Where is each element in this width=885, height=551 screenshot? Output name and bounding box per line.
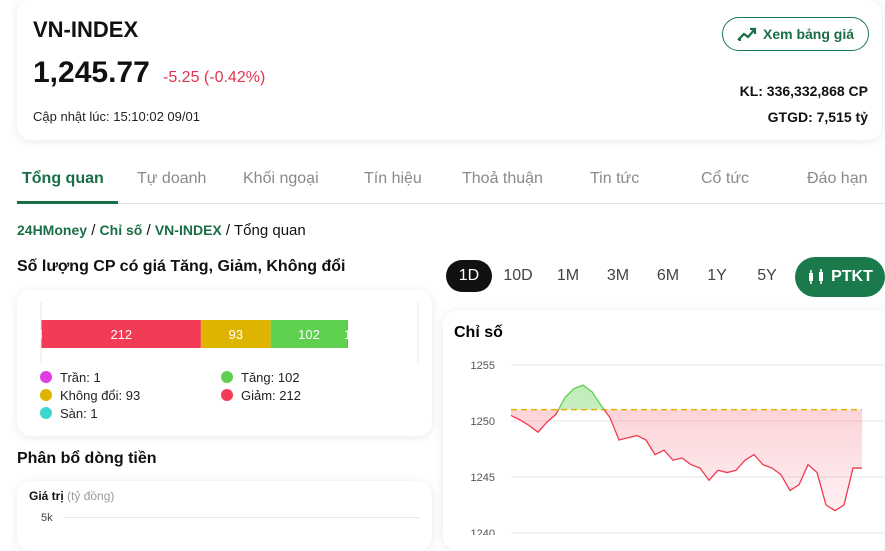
breadcrumb-separator: /: [146, 222, 151, 239]
bar-segment: [200, 320, 271, 348]
bar-segment: [347, 320, 348, 348]
legend-dot: [221, 389, 233, 401]
legend-dot: [40, 371, 52, 383]
price-card: Chỉ số 1240 1245 1250 1255: [443, 310, 885, 550]
chart-icon: [737, 27, 757, 41]
y-tick-label: 1245: [471, 472, 495, 484]
candle-icon: [809, 269, 824, 284]
breadth-chart: 1 Sàn: 1 212 Giảm: 212 93 Không đổi: 93 102 Tăn…: [38, 302, 419, 421]
index-price: 1,245.77: [33, 56, 150, 89]
axis-label: Giá trị: [29, 489, 64, 503]
y-tick-label: 1255: [471, 360, 495, 372]
section-title: Số lượng CP có giá Tăng, Giảm, Không đổi: [17, 258, 346, 275]
legend-label: Không đổi: 93: [60, 388, 140, 403]
breadcrumb: 24HMoney / Chỉ số / VN-INDEX / Tổng quan: [17, 222, 306, 239]
range-button[interactable]: 10D: [503, 267, 533, 284]
price-board-button[interactable]: Xem bảng giá: [722, 17, 869, 51]
section-title: Phân bổ dòng tiền: [17, 450, 157, 467]
breadcrumb-separator: /: [91, 222, 96, 239]
grid-line: [63, 517, 420, 518]
breadcrumb-separator: /: [225, 222, 231, 239]
tab[interactable]: Cổ tức: [701, 170, 750, 187]
volume: KL: 336,332,868 CP: [739, 83, 868, 99]
legend-label: Sàn: 1: [60, 406, 98, 421]
price-line: [510, 384, 862, 512]
page: VN-INDEX 1,245.77 -5.25 (-0.42%) Cập nhậ…: [17, 17, 885, 540]
axis-title: Giá trị (tỷ đồng): [29, 489, 114, 503]
tab[interactable]: Khối ngoại: [243, 170, 319, 187]
data-label: 212: [110, 327, 132, 342]
tab[interactable]: Thoả thuận: [462, 170, 543, 187]
data-label: 1: [344, 327, 351, 342]
legend-dot: [40, 407, 52, 419]
area-fill: [511, 385, 862, 511]
axis-unit: (tỷ đồng): [67, 489, 115, 503]
price-chart: Chỉ số 1240 1245 1250 1255: [454, 324, 885, 540]
tab-underline: [17, 201, 118, 204]
tab[interactable]: Tự doanh: [137, 170, 207, 187]
bar-segment: [270, 320, 348, 348]
legend-label: Tăng: 102: [241, 370, 300, 385]
tab[interactable]: Tổng quan: [22, 170, 104, 187]
tab-divider: [17, 203, 885, 204]
breadcrumb-item: Tổng quan: [234, 222, 306, 239]
technical-analysis-button[interactable]: PTKT: [795, 257, 885, 297]
breadth-card: 1 Sàn: 1 212 Giảm: 212 93 Không đổi: 93 102 Tăn…: [17, 290, 432, 436]
tab[interactable]: Tín hiệu: [364, 170, 422, 187]
money-flow-card: Giá trị (tỷ đồng) 5k: [17, 481, 432, 551]
legend-dot: [40, 389, 52, 401]
trade-value: GTGD: 7,515 tỷ: [767, 109, 868, 125]
range-button[interactable]: 3M: [606, 267, 630, 284]
data-label: 102: [298, 327, 320, 342]
tab[interactable]: Đáo hạn: [807, 170, 868, 187]
range-button[interactable]: 5Y: [757, 267, 777, 284]
tab[interactable]: Tin tức: [590, 170, 640, 187]
range-button[interactable]: 6M: [656, 267, 680, 284]
range-button[interactable]: 1M: [556, 267, 580, 284]
y-tick-label: 1240: [471, 528, 495, 535]
updated-time: Cập nhật lúc: 15:10:02 09/01: [33, 109, 200, 124]
index-change: -5.25 (-0.42%): [163, 69, 266, 86]
data-label: 1: [38, 327, 45, 342]
y-tick-label: 5k: [41, 512, 53, 524]
breadcrumb-item[interactable]: 24HMoney: [17, 222, 88, 238]
data-label: 93: [229, 327, 243, 342]
breadcrumb-item[interactable]: Chỉ số: [99, 222, 143, 238]
bar-segment: [41, 320, 201, 348]
index-title: VN-INDEX: [33, 17, 139, 42]
button-label: Xem bảng giá: [762, 26, 855, 42]
legend-label: Giảm: 212: [241, 388, 301, 403]
legend-label: Trần: 1: [60, 370, 101, 385]
range-button[interactable]: 1D: [446, 260, 492, 292]
y-tick-label: 1250: [471, 416, 495, 428]
breadcrumb-item[interactable]: VN-INDEX: [154, 222, 222, 238]
button-label: PTKT: [831, 268, 873, 285]
legend-dot: [221, 371, 233, 383]
bar-segment: [41, 320, 42, 348]
chart-title: Chỉ số: [454, 324, 503, 341]
range-button[interactable]: 1Y: [707, 267, 727, 284]
